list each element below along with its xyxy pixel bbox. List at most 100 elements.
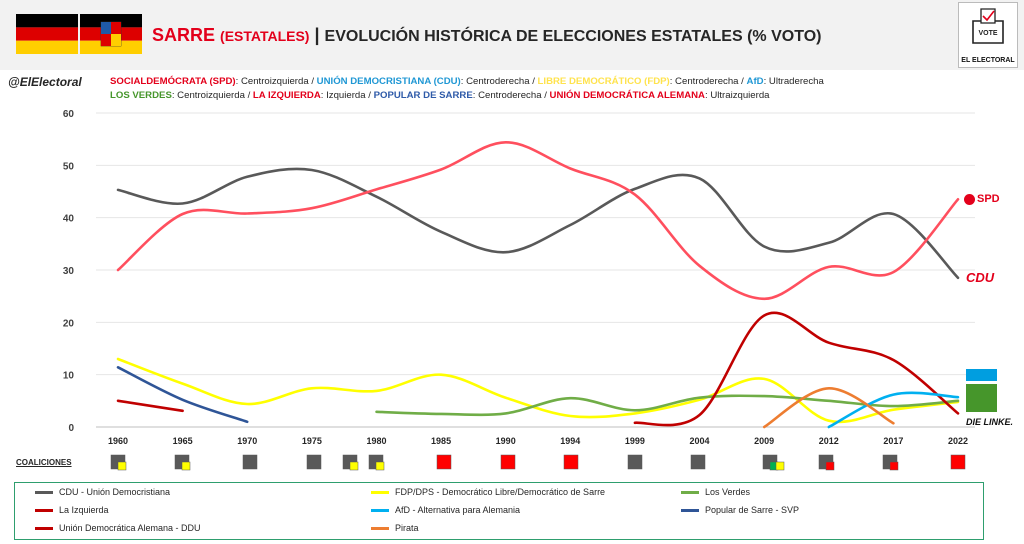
series-line-fdp bbox=[116, 357, 960, 424]
series-line-svp bbox=[116, 366, 249, 424]
coalition-marker-fdp bbox=[181, 461, 191, 471]
legend-item-pirata: Pirata bbox=[371, 523, 419, 533]
x-tick-label: 2004 bbox=[690, 436, 710, 446]
legend-swatch-fdp bbox=[371, 491, 389, 494]
legend-label-afd: AfD - Alternativa para Alemania bbox=[395, 505, 521, 515]
title-separator: | bbox=[314, 25, 320, 45]
x-tick-label: 1960 bbox=[108, 436, 128, 446]
legend-swatch-pirata bbox=[371, 527, 389, 530]
legend-label-ddu: Unión Democrática Alemana - DDU bbox=[59, 523, 201, 533]
x-tick-label: 2022 bbox=[948, 436, 968, 446]
party-name-l2-2: POPULAR DE SARRE bbox=[373, 90, 473, 101]
coalition-marker-spd bbox=[825, 461, 835, 471]
spd-logo: SPD bbox=[964, 193, 1000, 205]
legend-item-cdu: CDU - Unión Democristiana bbox=[35, 487, 170, 497]
coalitions-label: COALICIONES bbox=[16, 458, 72, 467]
party-name-l1-3: AfD bbox=[746, 76, 764, 87]
title-region: SARRE bbox=[152, 25, 216, 45]
legend-label-fdp: FDP/DPS - Democrático Libre/Democrático … bbox=[395, 487, 606, 497]
coalition-marker-cdu bbox=[627, 454, 643, 470]
legend-label-izquierda: La Izquierda bbox=[59, 505, 109, 515]
coalition-marker-cdu bbox=[690, 454, 706, 470]
logo-label: EL ELECTORAL bbox=[961, 57, 1015, 64]
party-ideology-l1-1: : Centroderecha / bbox=[460, 76, 538, 87]
party-ideology-l2-1: : Izquierda / bbox=[320, 90, 374, 101]
coalition-marker-fdp bbox=[375, 461, 385, 471]
coalition-marker-spd bbox=[889, 461, 899, 471]
party-ideology-l1-0: : Centroizquierda / bbox=[235, 76, 317, 87]
party-name-l1-2: LIBRE DEMOCRÁTICO (FDP) bbox=[537, 76, 670, 87]
party-ideology-l1-3: : Ultraderecha bbox=[763, 76, 824, 87]
x-tick-label: 1990 bbox=[496, 436, 516, 446]
y-tick-label: 40 bbox=[63, 214, 75, 225]
party-description-line-2: LOS VERDES: Centroizquierda / LA IZQUIER… bbox=[110, 90, 770, 101]
x-tick-label: 2012 bbox=[819, 436, 839, 446]
x-tick-label: 1970 bbox=[237, 436, 257, 446]
party-ideology-l2-2: : Centroderecha / bbox=[472, 90, 550, 101]
party-name-l1-1: UNIÓN DEMOCRISTIANA (CDU) bbox=[316, 76, 461, 87]
x-tick-label: 1965 bbox=[173, 436, 193, 446]
legend-swatch-izquierda bbox=[35, 509, 53, 512]
coalition-marker-fdp bbox=[117, 461, 127, 471]
spd-rose-icon bbox=[964, 193, 975, 205]
legend-swatch-cdu bbox=[35, 491, 53, 494]
series-line-afd bbox=[827, 391, 960, 429]
coalition-marker-cdu bbox=[306, 454, 322, 470]
x-tick-label: 1994 bbox=[560, 436, 580, 446]
series-line-pirata bbox=[762, 386, 895, 429]
germany-flag-icon bbox=[16, 14, 78, 54]
spd-logo-text: SPD bbox=[977, 193, 1000, 205]
y-tick-label: 30 bbox=[63, 266, 75, 277]
series-line-spd bbox=[116, 140, 960, 301]
legend-item-verdes: Los Verdes bbox=[681, 487, 750, 497]
series-line-ddu bbox=[116, 399, 184, 413]
x-tick-label: 2009 bbox=[754, 436, 774, 446]
party-name-l2-1: LA IZQUIERDA bbox=[252, 90, 321, 101]
el-electoral-logo: VOTE EL ELECTORAL bbox=[958, 2, 1018, 68]
linke-logo: DIE LINKE. bbox=[966, 417, 1014, 427]
legend-label-verdes: Los Verdes bbox=[705, 487, 751, 497]
cdu-logo: CDU bbox=[966, 270, 995, 285]
coalition-marker-spd bbox=[950, 454, 966, 470]
legend-swatch-verdes bbox=[681, 491, 699, 494]
x-tick-label: 1975 bbox=[302, 436, 322, 446]
x-tick-label: 1980 bbox=[366, 436, 386, 446]
y-tick-label: 10 bbox=[63, 371, 75, 382]
x-tick-label: 1985 bbox=[431, 436, 451, 446]
title-subtitle: (ESTATALES) bbox=[220, 28, 310, 44]
x-tick-label: 2017 bbox=[883, 436, 903, 446]
coalition-marker-cdu bbox=[242, 454, 258, 470]
coalition-marker-spd bbox=[563, 454, 579, 470]
legend-swatch-svp bbox=[681, 509, 699, 512]
party-description-line-1: SOCIALDEMÓCRATA (SPD): Centroizquierda /… bbox=[110, 76, 824, 87]
ballot-box-icon: VOTE bbox=[972, 8, 1004, 44]
legend-item-fdp: FDP/DPS - Democrático Libre/Democrático … bbox=[371, 487, 605, 497]
legend-swatch-ddu bbox=[35, 527, 53, 530]
title-description: EVOLUCIÓN HISTÓRICA DE ELECCIONES ESTATA… bbox=[324, 28, 822, 45]
party-name-l2-3: UNIÓN DEMOCRÁTICA ALEMANA bbox=[549, 90, 705, 101]
party-ideology-l2-0: : Centroizquierda / bbox=[171, 90, 253, 101]
author-handle: @ElElectoral bbox=[8, 75, 82, 89]
series-line-izquierda bbox=[633, 311, 960, 427]
legend-swatch-afd bbox=[371, 509, 389, 512]
header-banner: SARRE (ESTATALES) | EVOLUCIÓN HISTÓRICA … bbox=[0, 0, 1024, 70]
y-tick-label: 60 bbox=[63, 109, 75, 120]
coalition-marker-spd bbox=[436, 454, 452, 470]
y-tick-label: 20 bbox=[63, 318, 75, 329]
legend-item-afd: AfD - Alternativa para Alemania bbox=[371, 505, 520, 515]
logo-vote-text: VOTE bbox=[978, 30, 997, 37]
coalition-marker-fdp bbox=[349, 461, 359, 471]
party-name-l1-0: SOCIALDEMÓCRATA (SPD) bbox=[110, 76, 236, 87]
legend-label-cdu: CDU - Unión Democristiana bbox=[59, 487, 171, 497]
coalition-marker-spd bbox=[500, 454, 516, 470]
coalition-marker-fdp bbox=[775, 461, 785, 471]
series-line-cdu bbox=[116, 167, 960, 280]
series-line-verdes bbox=[375, 394, 960, 417]
legend-label-svp: Popular de Sarre - SVP bbox=[705, 505, 800, 515]
party-name-l2-0: LOS VERDES bbox=[110, 90, 172, 101]
party-ideology-l2-3: : Ultraizquierda bbox=[704, 90, 770, 101]
chart-legend: CDU - Unión Democristiana FDP/DPS - Democ… bbox=[14, 482, 984, 540]
afd-logo-icon bbox=[966, 369, 997, 381]
y-tick-label: 0 bbox=[68, 423, 74, 434]
legend-label-pirata: Pirata bbox=[395, 523, 419, 533]
